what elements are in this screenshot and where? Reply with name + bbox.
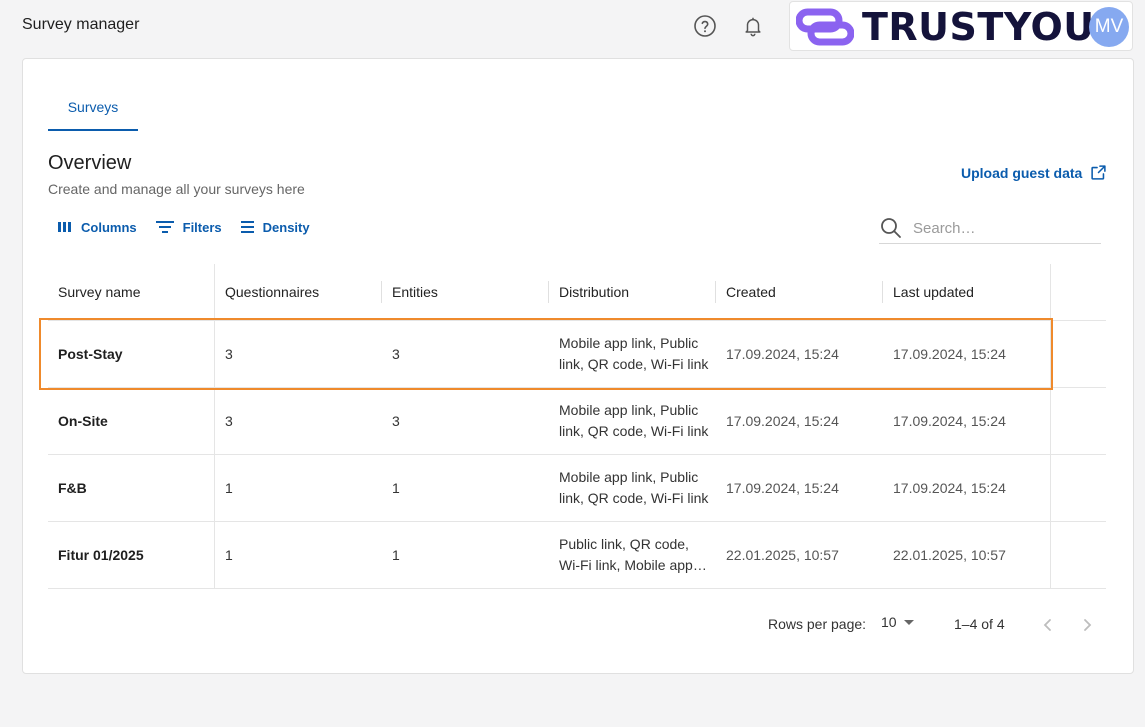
rows-per-page-select[interactable]: 10 [881,614,915,630]
table-pagination: Rows per page: 10 1–4 of 4 [23,607,1135,643]
last-updated-cell: 17.09.2024, 15:24 [893,345,1006,362]
column-header-last-updated[interactable]: Last updated [893,284,974,300]
columns-button[interactable]: Columns [58,220,137,235]
top-bar: Survey manager TRUSTYOU MV [0,0,1145,52]
table-right-divider [1050,264,1051,588]
last-updated-cell: 17.09.2024, 15:24 [893,479,1006,496]
chevron-right-icon [1084,619,1092,631]
created-cell: 17.09.2024, 15:24 [726,479,839,496]
surveys-table: Survey name Questionnaires Entities Dist… [48,264,1106,597]
entities-cell: 1 [392,546,400,563]
column-header-entities[interactable]: Entities [392,284,438,300]
distribution-line: Mobile app link, Public [559,402,699,418]
distribution-line: Wi-Fi link, Mobile app… [559,557,707,573]
distribution-line: link, QR code, Wi-Fi link [559,490,709,506]
survey-name-cell[interactable]: Fitur 01/2025 [58,546,144,563]
external-link-icon [1091,165,1107,180]
column-separator[interactable] [882,281,883,303]
created-cell: 17.09.2024, 15:24 [726,345,839,362]
last-updated-cell: 17.09.2024, 15:24 [893,412,1006,429]
distribution-cell: Mobile app link, Public link, QR code, W… [559,321,708,387]
survey-name-cell[interactable]: F&B [58,479,87,496]
column-header-distribution[interactable]: Distribution [559,284,630,300]
entities-cell: 3 [392,412,400,429]
created-cell: 22.01.2025, 10:57 [726,546,839,563]
questionnaires-cell: 1 [225,546,233,563]
upload-guest-data-label: Upload guest data [961,164,1083,181]
questionnaires-cell: 3 [225,345,233,362]
grid-toolbar: Columns Filters Density [58,219,328,235]
search-input[interactable] [913,219,1093,237]
created-cell: 17.09.2024, 15:24 [726,412,839,429]
rows-per-page-value: 10 [881,614,897,630]
survey-name-cell[interactable]: Post-Stay [58,345,123,362]
columns-label: Columns [81,219,137,235]
upload-guest-data-link[interactable]: Upload guest data [961,164,1107,181]
next-page-button[interactable] [1075,613,1099,637]
survey-name-cell[interactable]: On-Site [58,412,108,429]
previous-page-button[interactable] [1036,613,1060,637]
density-button[interactable]: Density [240,220,310,235]
filters-button[interactable]: Filters [155,219,222,235]
table-row[interactable]: Fitur 01/2025 1 1 Public link, QR code, … [48,522,1106,589]
search-icon [881,218,901,238]
column-separator[interactable] [381,281,382,303]
chevron-left-icon [1043,619,1051,631]
pagination-range: 1–4 of 4 [954,616,1005,632]
density-icon [240,221,254,233]
distribution-line: Mobile app link, Public [559,335,699,351]
page-subtitle: Create and manage all your surveys here [48,181,305,197]
entities-cell: 1 [392,479,400,496]
column-header-questionnaires[interactable]: Questionnaires [225,284,320,300]
help-icon[interactable] [693,14,717,38]
surveys-card: Surveys Overview Create and manage all y… [22,58,1134,674]
distribution-line: link, QR code, Wi-Fi link [559,356,709,372]
notifications-bell-icon[interactable] [741,14,765,38]
trustyou-logo-icon [796,8,854,46]
distribution-line: Mobile app link, Public [559,469,699,485]
brand-badge: TRUSTYOU MV [789,1,1133,51]
table-header: Survey name Questionnaires Entities Dist… [48,264,1106,321]
tab-surveys[interactable]: Surveys [48,89,138,131]
distribution-line: link, QR code, Wi-Fi link [559,423,709,439]
questionnaires-cell: 3 [225,412,233,429]
column-header-created[interactable]: Created [726,284,776,300]
column-separator[interactable] [548,281,549,303]
user-avatar[interactable]: MV [1089,7,1129,47]
last-updated-cell: 22.01.2025, 10:57 [893,546,1006,563]
filter-icon [155,221,174,233]
distribution-cell: Mobile app link, Public link, QR code, W… [559,388,708,454]
filters-label: Filters [182,219,222,235]
brand-name: TRUSTYOU [862,5,1095,49]
table-row[interactable]: F&B 1 1 Mobile app link, Public link, QR… [48,455,1106,522]
entities-cell: 3 [392,345,400,362]
column-separator[interactable] [715,281,716,303]
distribution-line: Public link, QR code, [559,536,689,552]
pinned-column-divider [214,264,215,588]
app-title: Survey manager [22,16,140,33]
table-row[interactable]: Post-Stay 3 3 Mobile app link, Public li… [48,321,1106,388]
distribution-cell: Public link, QR code, Wi-Fi link, Mobile… [559,522,707,588]
distribution-cell: Mobile app link, Public link, QR code, W… [559,455,708,521]
chevron-down-icon [903,620,914,625]
page-title: Overview [48,152,132,174]
table-row[interactable]: On-Site 3 3 Mobile app link, Public link… [48,388,1106,455]
questionnaires-cell: 1 [225,479,233,496]
density-label: Density [262,219,310,235]
columns-icon [58,222,71,232]
rows-per-page-label: Rows per page: [768,616,867,632]
search-field[interactable] [879,213,1101,244]
column-header-survey-name[interactable]: Survey name [58,284,141,300]
